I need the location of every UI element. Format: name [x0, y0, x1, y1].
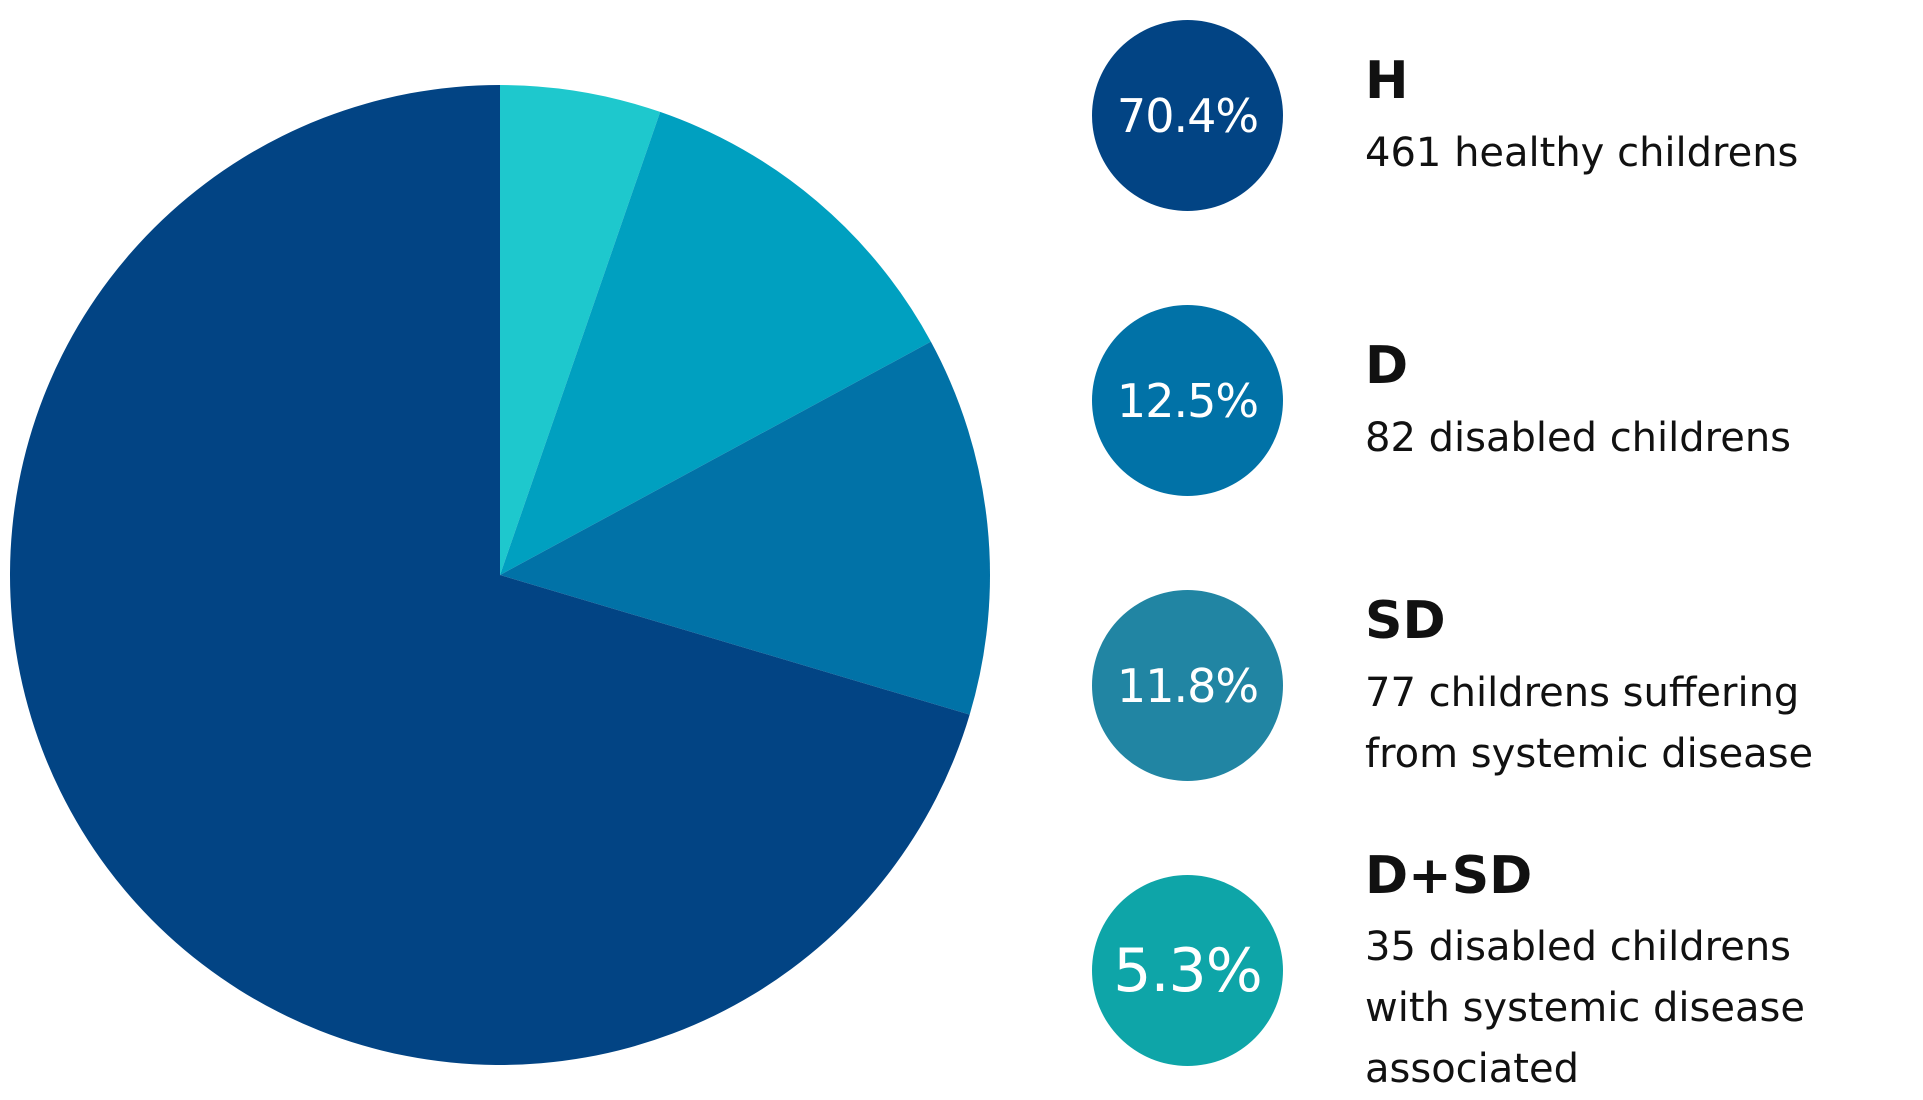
- legend-title-h: H: [1365, 51, 1409, 111]
- legend-description-line: 82 disabled childrens: [1365, 415, 1792, 461]
- legend-description-line: from systemic disease: [1365, 731, 1814, 777]
- legend-description-line: with systemic disease: [1365, 985, 1805, 1031]
- pie-chart: [10, 85, 990, 1065]
- pie-slice-sd: [500, 111, 931, 575]
- pie-slice-d: [500, 341, 990, 715]
- legend-description-line: 461 healthy childrens: [1365, 130, 1799, 176]
- legend-title-sd: SD: [1365, 591, 1446, 651]
- percent-bubble-h: 70.4%: [1092, 20, 1283, 211]
- pie-slice-d-sd: [500, 85, 661, 575]
- legend-description-line: 35 disabled childrens: [1365, 924, 1792, 970]
- legend-description-d-sd: 35 disabled childrens with systemic dise…: [1365, 917, 1923, 1100]
- pie-slice-h: [10, 85, 970, 1065]
- legend-description-d: 82 disabled childrens: [1365, 408, 1923, 469]
- legend-description-h: 461 healthy childrens: [1365, 123, 1923, 184]
- percent-bubble-d-sd: 5.3%: [1092, 875, 1283, 1066]
- legend-title-d-sd: D+SD: [1365, 846, 1533, 906]
- legend: 70.4% H 461 healthy childrens 12.5% D 82…: [1080, 0, 1920, 1100]
- legend-description-sd: 77 childrens suffering from systemic dis…: [1365, 663, 1923, 785]
- legend-title-d: D: [1365, 336, 1409, 396]
- legend-description-line: 77 childrens suffering: [1365, 670, 1800, 716]
- percent-bubble-sd: 11.8%: [1092, 590, 1283, 781]
- legend-description-line: associated: [1365, 1046, 1579, 1092]
- percent-bubble-d: 12.5%: [1092, 305, 1283, 496]
